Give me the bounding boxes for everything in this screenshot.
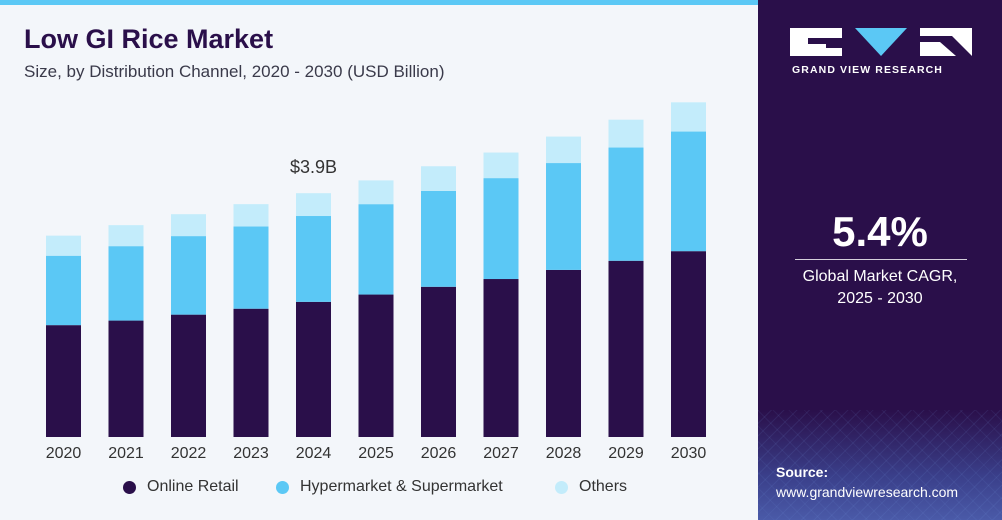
bar-others-2027 [483, 152, 519, 179]
legend-label-online-retail: Online Retail [147, 478, 239, 495]
bar-online-retail-2020 [46, 325, 81, 437]
data-label-2024: $3.9B [290, 157, 337, 177]
bar-online-retail-2024 [296, 301, 331, 437]
bar-hypermarket-2022 [171, 236, 206, 315]
x-tick-label-2028: 2028 [546, 445, 582, 462]
bar-others-2022 [171, 214, 206, 237]
cagr-label: Global Market CAGR, [802, 268, 958, 285]
x-tick-label-2026: 2026 [421, 445, 457, 462]
legend-item-hypermarket: Hypermarket & Supermarket [276, 478, 503, 496]
cagr-period: 2025 - 2030 [837, 290, 923, 307]
bar-others-2026 [421, 166, 456, 191]
bar-online-retail-2030 [671, 251, 706, 437]
stacked-bar-chart: 2020 2021 2022 2023 2024 $3.9B 2025 2026 2027 202… [46, 102, 707, 462]
bar-hypermarket-2021 [108, 246, 144, 321]
bar-online-retail-2021 [108, 320, 144, 437]
bar-hypermarket-2030 [671, 131, 706, 252]
x-tick-label-2030: 2030 [671, 445, 707, 462]
legend-label-hypermarket: Hypermarket & Supermarket [300, 478, 503, 495]
bar-others-2023 [233, 204, 269, 227]
brand-logo [790, 28, 972, 56]
bar-online-retail-2023 [233, 308, 269, 437]
bar-others-2020 [46, 235, 81, 256]
bar-online-retail-2026 [421, 286, 456, 437]
brand-name: GRAND VIEW RESEARCH [792, 64, 943, 76]
bar-hypermarket-2020 [46, 255, 81, 326]
source-label: Source: [776, 464, 829, 480]
bar-others-2025 [358, 180, 394, 205]
bar-hypermarket-2027 [483, 178, 519, 280]
side-panel: GRAND VIEW RESEARCH 5.4% Global Market C… [758, 0, 1002, 520]
legend-item-online-retail: Online Retail [123, 478, 239, 496]
x-tick-label-2027: 2027 [483, 445, 519, 462]
top-accent-bar [0, 0, 758, 5]
cagr-value: 5.4% [832, 208, 928, 255]
x-tick-label-2021: 2021 [108, 445, 144, 462]
bar-online-retail-2025 [358, 294, 394, 437]
x-tick-label-2025: 2025 [358, 445, 394, 462]
network-background [758, 410, 1002, 520]
bar-others-2021 [108, 225, 144, 247]
bar-hypermarket-2029 [608, 147, 644, 261]
chart-subtitle: Size, by Distribution Channel, 2020 - 20… [24, 62, 445, 81]
legend-label-others: Others [579, 478, 628, 495]
bar-hypermarket-2028 [546, 163, 581, 270]
bar-online-retail-2028 [546, 269, 581, 437]
bar-hypermarket-2025 [358, 204, 394, 295]
bar-others-2028 [546, 136, 581, 164]
bar-online-retail-2022 [171, 314, 206, 437]
legend-item-others: Others [555, 478, 627, 496]
legend-swatch-online-retail [123, 480, 136, 494]
x-tick-label-2024: 2024 [296, 445, 332, 462]
x-tick-label-2023: 2023 [233, 445, 269, 462]
bar-hypermarket-2023 [233, 226, 269, 309]
bar-others-2030 [671, 102, 706, 132]
bar-online-retail-2027 [483, 279, 519, 437]
bar-others-2029 [608, 119, 644, 148]
bar-online-retail-2029 [608, 260, 644, 437]
x-tick-label-2020: 2020 [46, 445, 82, 462]
x-tick-label-2022: 2022 [171, 445, 207, 462]
chart-legend: Online Retail Hypermarket & Supermarket … [0, 478, 758, 502]
divider [795, 259, 967, 260]
chart-title: Low GI Rice Market [24, 24, 274, 54]
chart-panel: Low GI Rice Market Size, by Distribution… [0, 0, 758, 520]
legend-swatch-hypermarket [276, 480, 289, 494]
legend-swatch-others [555, 480, 568, 494]
bar-hypermarket-2024 [296, 216, 331, 302]
source-url[interactable]: www.grandviewresearch.com [776, 484, 959, 500]
bar-others-2024 [296, 193, 331, 217]
bar-hypermarket-2026 [421, 190, 456, 287]
x-tick-label-2029: 2029 [608, 445, 644, 462]
